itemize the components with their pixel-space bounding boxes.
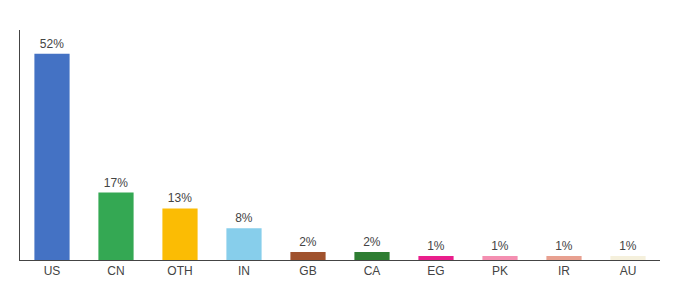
svg-text:US: US <box>44 264 61 278</box>
svg-text:CN: CN <box>107 264 124 278</box>
svg-text:CA: CA <box>364 264 381 278</box>
svg-text:IN: IN <box>238 264 250 278</box>
svg-text:OTH: OTH <box>167 264 192 278</box>
svg-text:8%: 8% <box>235 211 253 225</box>
svg-text:13%: 13% <box>168 191 192 205</box>
svg-text:52%: 52% <box>40 37 64 51</box>
svg-text:EG: EG <box>427 264 444 278</box>
svg-text:2%: 2% <box>299 235 317 249</box>
svg-text:1%: 1% <box>619 239 637 253</box>
svg-text:GB: GB <box>299 264 316 278</box>
svg-text:2%: 2% <box>363 235 381 249</box>
svg-text:PK: PK <box>492 264 508 278</box>
svg-text:1%: 1% <box>427 239 445 253</box>
svg-text:IR: IR <box>558 264 570 278</box>
svg-text:1%: 1% <box>491 239 509 253</box>
svg-text:17%: 17% <box>104 176 128 190</box>
svg-text:AU: AU <box>620 264 637 278</box>
svg-text:1%: 1% <box>555 239 573 253</box>
